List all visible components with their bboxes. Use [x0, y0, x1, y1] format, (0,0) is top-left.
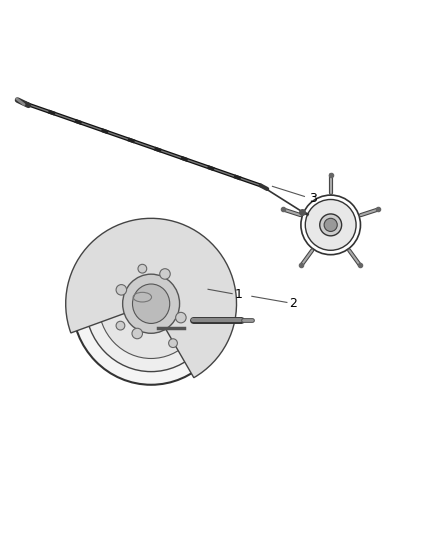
Ellipse shape — [132, 284, 170, 324]
Circle shape — [305, 199, 356, 251]
Circle shape — [324, 219, 337, 231]
Circle shape — [138, 264, 147, 273]
Circle shape — [169, 339, 177, 348]
Circle shape — [116, 285, 127, 295]
Ellipse shape — [85, 236, 217, 372]
Circle shape — [116, 321, 125, 330]
Wedge shape — [66, 219, 237, 378]
Ellipse shape — [72, 223, 230, 385]
Text: 3: 3 — [309, 192, 317, 205]
Circle shape — [132, 328, 142, 339]
Ellipse shape — [99, 249, 204, 359]
Circle shape — [176, 312, 186, 323]
Ellipse shape — [123, 274, 180, 333]
Circle shape — [320, 214, 342, 236]
Circle shape — [160, 269, 170, 279]
Text: 1: 1 — [234, 288, 242, 302]
Text: 2: 2 — [289, 297, 297, 310]
